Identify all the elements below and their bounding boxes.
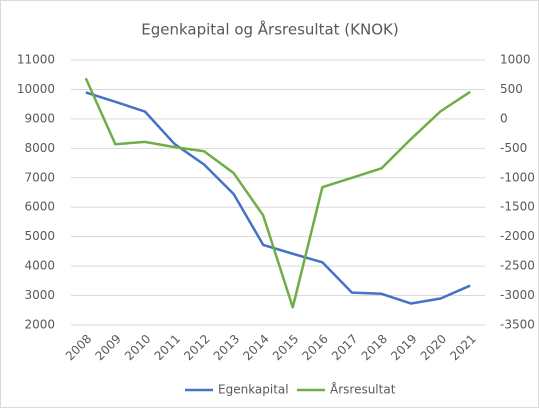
legend-label: Årsresultat	[330, 382, 396, 397]
y-tick-label: 6000	[24, 200, 55, 214]
y-tick-label: 11000	[17, 53, 55, 67]
y-tick-label: 5000	[24, 229, 55, 243]
line-series	[85, 91, 471, 305]
y-tick-label: 4000	[24, 259, 55, 273]
y2-tick-label: -1500	[500, 200, 535, 214]
y2-tick-label: -2000	[500, 229, 535, 243]
y2-tick-label: -500	[500, 141, 527, 155]
y-tick-label: 9000	[24, 111, 55, 125]
y2-tick-label: -3000	[500, 288, 535, 302]
y-tick-label: 10000	[17, 82, 55, 96]
line-series	[84, 77, 471, 309]
y2-tick-label: -1000	[500, 170, 535, 184]
y2-tick-label: 1000	[500, 53, 531, 67]
y-tick-label: 3000	[24, 288, 55, 302]
y-tick-label: 7000	[24, 170, 55, 184]
y2-tick-label: -2500	[500, 259, 535, 273]
y2-tick-label: 0	[500, 111, 508, 125]
y2-tick-label: -3500	[500, 318, 535, 332]
y-tick-label: 8000	[24, 141, 55, 155]
legend-label: Egenkapital	[218, 383, 289, 397]
y-tick-label: 2000	[24, 318, 55, 332]
chart-title: Egenkapital og Årsresultat (KNOK)	[141, 20, 398, 39]
y2-tick-label: 500	[500, 82, 523, 96]
